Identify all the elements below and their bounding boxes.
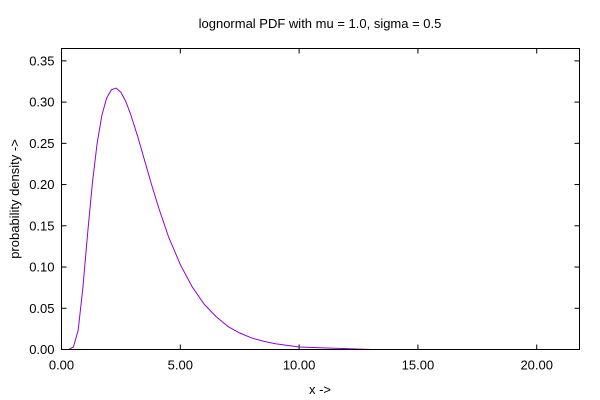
y-tick-label: 0.35 <box>29 53 54 68</box>
y-tick-label: 0.10 <box>29 260 54 275</box>
pdf-curve <box>63 87 388 350</box>
x-tick-label: 10.00 <box>283 358 316 373</box>
chart-title: lognormal PDF with mu = 1.0, sigma = 0.5 <box>199 16 442 31</box>
x-axis-ticks: 0.00 5.00 10.00 15.00 20.00 <box>49 48 553 373</box>
y-axis-ticks: 0.00 0.05 0.10 0.15 0.20 0.25 0.30 0.35 <box>29 53 580 357</box>
x-tick-label: 0.00 <box>49 358 74 373</box>
y-tick-label: 0.30 <box>29 95 54 110</box>
series-layer <box>63 87 388 350</box>
x-tick-label: 5.00 <box>168 358 193 373</box>
x-axis-label: x -> <box>309 382 331 397</box>
x-tick-label: 15.00 <box>402 358 435 373</box>
y-tick-label: 0.25 <box>29 136 54 151</box>
y-tick-label: 0.05 <box>29 301 54 316</box>
y-tick-label: 0.00 <box>29 342 54 357</box>
y-axis-label: probability density -> <box>7 139 22 259</box>
y-tick-label: 0.15 <box>29 218 54 233</box>
y-tick-label: 0.20 <box>29 177 54 192</box>
x-tick-label: 20.00 <box>520 358 553 373</box>
plot-frame <box>61 48 580 350</box>
